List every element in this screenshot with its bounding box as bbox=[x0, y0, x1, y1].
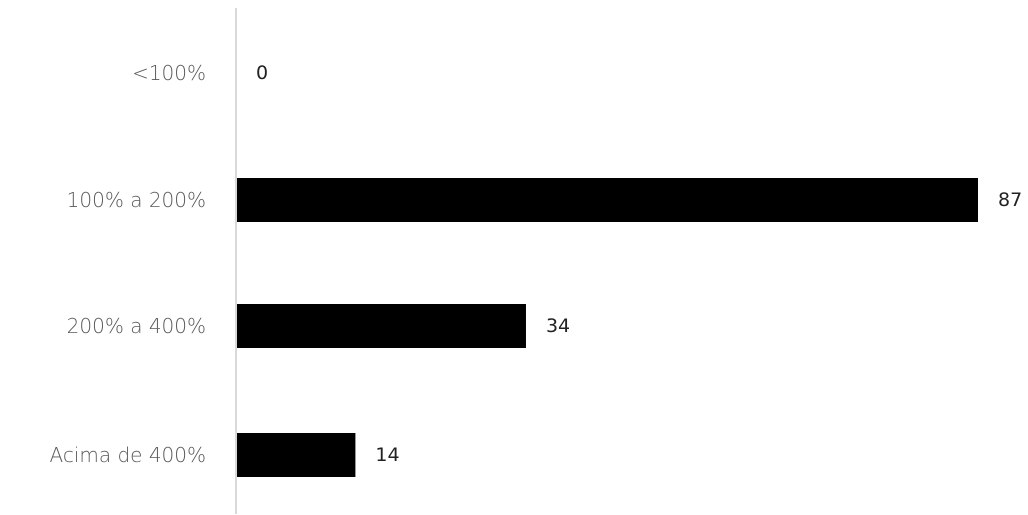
bars-group bbox=[237, 178, 978, 477]
category-label-100-a-200: 100% a 200% bbox=[67, 188, 206, 212]
category-label-acima-de-400: Acima de 400% bbox=[49, 443, 206, 467]
value-label-acima-de-400: 14 bbox=[375, 444, 399, 466]
category-labels-group: <100% 100% a 200% 200% a 400% Acima de 400% bbox=[49, 61, 206, 467]
value-label-200-a-400: 34 bbox=[546, 315, 570, 337]
bar-acima-de-400 bbox=[237, 433, 356, 477]
bar-200-a-400 bbox=[237, 304, 526, 348]
value-labels-group: 0 87 34 14 bbox=[256, 62, 1022, 466]
category-label-100: <100% bbox=[132, 61, 206, 85]
category-label-200-a-400: 200% a 400% bbox=[67, 314, 206, 338]
value-label-100: 0 bbox=[256, 62, 268, 84]
value-label-100-a-200: 87 bbox=[998, 189, 1022, 211]
bar-100-a-200 bbox=[237, 178, 978, 222]
